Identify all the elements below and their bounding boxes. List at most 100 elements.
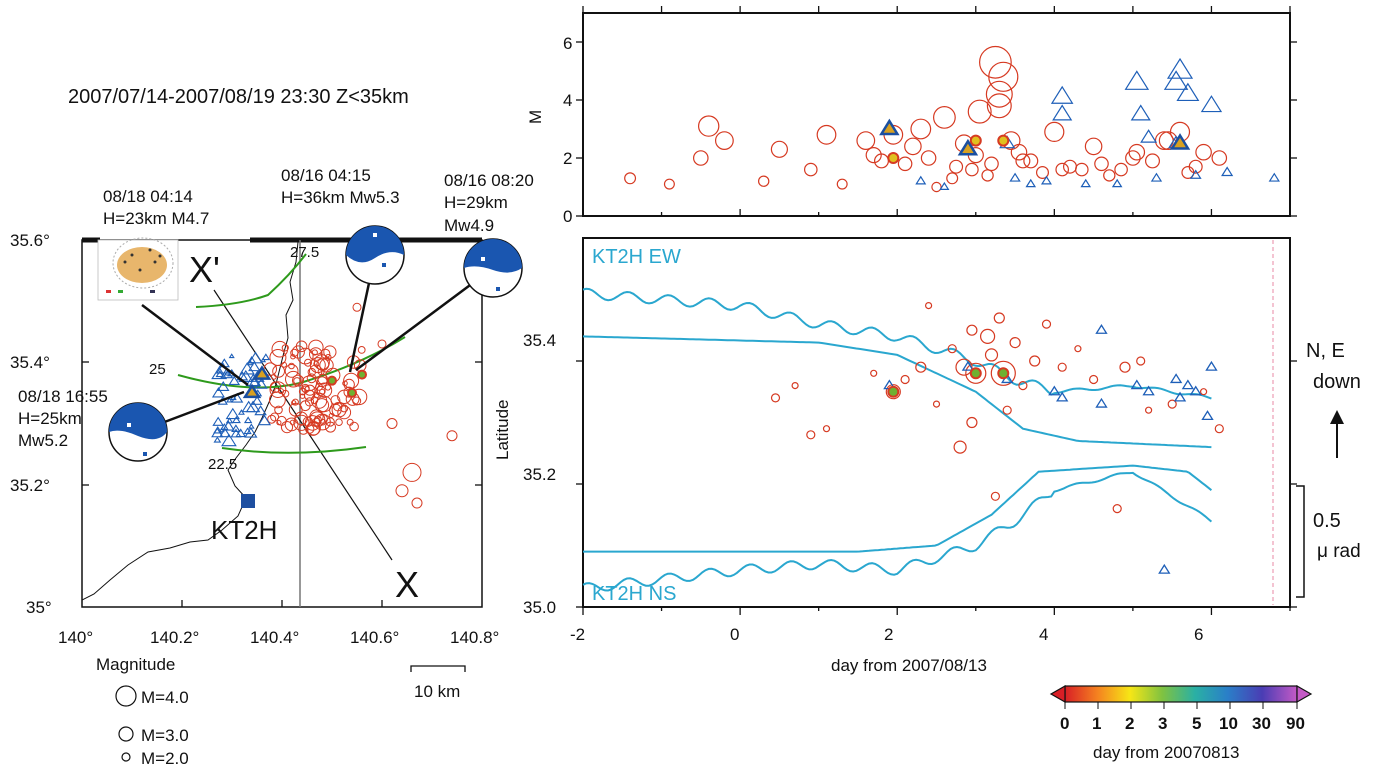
magnitude-circle [1114, 162, 1128, 177]
latitude-circle [979, 328, 996, 344]
map-y-tick: 35.2° [10, 476, 50, 495]
latitude-highlight [887, 385, 900, 398]
latitude-triangle [1205, 360, 1218, 371]
latitude-circle [1214, 424, 1224, 434]
magnitude-circle [1084, 137, 1103, 156]
magnitude-circle [692, 150, 709, 166]
series-label-ew: KT2H EW [592, 246, 681, 268]
magnitude-triangle [1189, 169, 1202, 179]
latitude-xlabel: day from 2007/08/13 [831, 656, 987, 675]
map-quake-circle [309, 347, 323, 361]
legend-circle-m3 [118, 726, 134, 742]
mech-label-4-info: H=25km [18, 409, 82, 428]
magnitude-circle [988, 61, 1019, 92]
mag-y-tick: 6 [563, 34, 572, 53]
latitude-highlight [969, 367, 982, 380]
map-quake-circle [294, 411, 309, 426]
map-x-tick: 140.6° [350, 628, 399, 647]
magnitude-triangle [1150, 172, 1163, 182]
magnitude-triangle [1009, 172, 1021, 182]
map-quake-circle [269, 349, 287, 366]
beachball-0816-0415 [345, 225, 405, 285]
contour-label-22-5: 22.5 [208, 456, 237, 473]
contour-27-5 [195, 253, 307, 308]
latitude-circle [953, 440, 967, 454]
map-quake-triangle [211, 427, 224, 438]
section-end-label: X [395, 564, 419, 605]
magnitude-triangle [1268, 172, 1280, 182]
legend-item-m2: M=2.0 [141, 749, 189, 768]
direction-label-2: down [1313, 371, 1361, 393]
scale-unit: μ rad [1317, 541, 1361, 562]
map-quake-highlight [357, 369, 367, 380]
magnitude-circle [949, 159, 964, 174]
map-quake-triangle [261, 353, 271, 361]
latitude-circle [924, 302, 933, 310]
latitude-triangle [1173, 391, 1187, 402]
latitude-triangle [1142, 385, 1155, 396]
magnitude-circle [715, 131, 734, 151]
map-quake-circle [316, 395, 333, 413]
magnitude-triangle [1040, 175, 1052, 185]
magnitude-circle [985, 80, 1013, 108]
map-quake-circle [346, 418, 354, 426]
map-quake-circle [446, 430, 458, 442]
colorbar-tick-label: 10 [1219, 714, 1238, 733]
map-quake-circle [309, 364, 323, 378]
magnitude-circle [1195, 143, 1212, 161]
map-y-tick: 35.6° [10, 231, 50, 250]
map-quake-circle [269, 391, 286, 409]
latitude-circle [1088, 374, 1099, 385]
map-quake-triangle [244, 426, 258, 438]
latitude-circle [947, 344, 957, 354]
magnitude-triangle [1052, 104, 1073, 121]
magnitude-circle [967, 99, 992, 124]
map-quake-circle [306, 373, 317, 384]
direction-label: N, E [1306, 340, 1345, 362]
magnitude-triangle [1130, 104, 1151, 121]
mech-label-3-date: 08/16 08:20 [444, 171, 534, 190]
beachball-0818-1655 [108, 402, 168, 462]
map-quake-circle [357, 346, 366, 354]
map-quake-circle [352, 302, 362, 312]
latitude-circle [1167, 399, 1177, 409]
latitude-circle [1119, 361, 1131, 373]
magnitude-circle [663, 178, 675, 190]
latitude-triangle [1189, 385, 1202, 396]
map-quake-circle [281, 361, 288, 368]
map-quake-triangle [231, 415, 241, 424]
mech-label-3-info: H=29km [444, 193, 508, 212]
colorbar: 0 1 2 3 5 10 30 90 day from 20070813 [1049, 684, 1313, 762]
map-quake-circle [377, 339, 387, 349]
magnitude-panel: 0 2 4 6 M [526, 6, 1297, 226]
map-quake-highlight [347, 387, 357, 398]
map-quake-triangle [212, 416, 224, 426]
map-quake-circle [302, 416, 314, 427]
map-quake-triangle [251, 395, 263, 405]
colorbar-tick-labels: 0 1 2 3 5 10 30 90 [1060, 714, 1305, 733]
mech-label-1-info: H=23km M4.7 [103, 209, 209, 228]
latitude-triangle [1056, 391, 1069, 402]
map-quake-triangle [248, 423, 255, 429]
latitude-tick-marks [576, 360, 1297, 615]
latitude-circle [885, 384, 901, 400]
latitude-triangle [1130, 379, 1143, 390]
map-quake-circle [269, 381, 287, 399]
latitude-x-ticks: -2 0 2 4 6 [570, 625, 1203, 644]
direction-arrow-head [1330, 410, 1344, 424]
latitude-circle [822, 425, 831, 433]
map-quake-circle [292, 374, 304, 387]
map-quake-circle [306, 421, 321, 436]
map-y-tick: 35° [26, 598, 52, 617]
map-quake-circle [324, 354, 332, 361]
map-quake-circle [299, 393, 306, 399]
map-quake-circle [301, 375, 318, 392]
latitude-y-ticks: 35.0 35.2 35.4 [523, 331, 556, 617]
mag-y-tick: 2 [563, 149, 572, 168]
latitude-circle [932, 400, 941, 408]
mag-y-tick: 4 [563, 91, 572, 110]
magnitude-y-ticks: 0 2 4 6 [563, 34, 572, 226]
latitude-circle [791, 382, 799, 390]
map-quake-triangle [221, 433, 237, 447]
